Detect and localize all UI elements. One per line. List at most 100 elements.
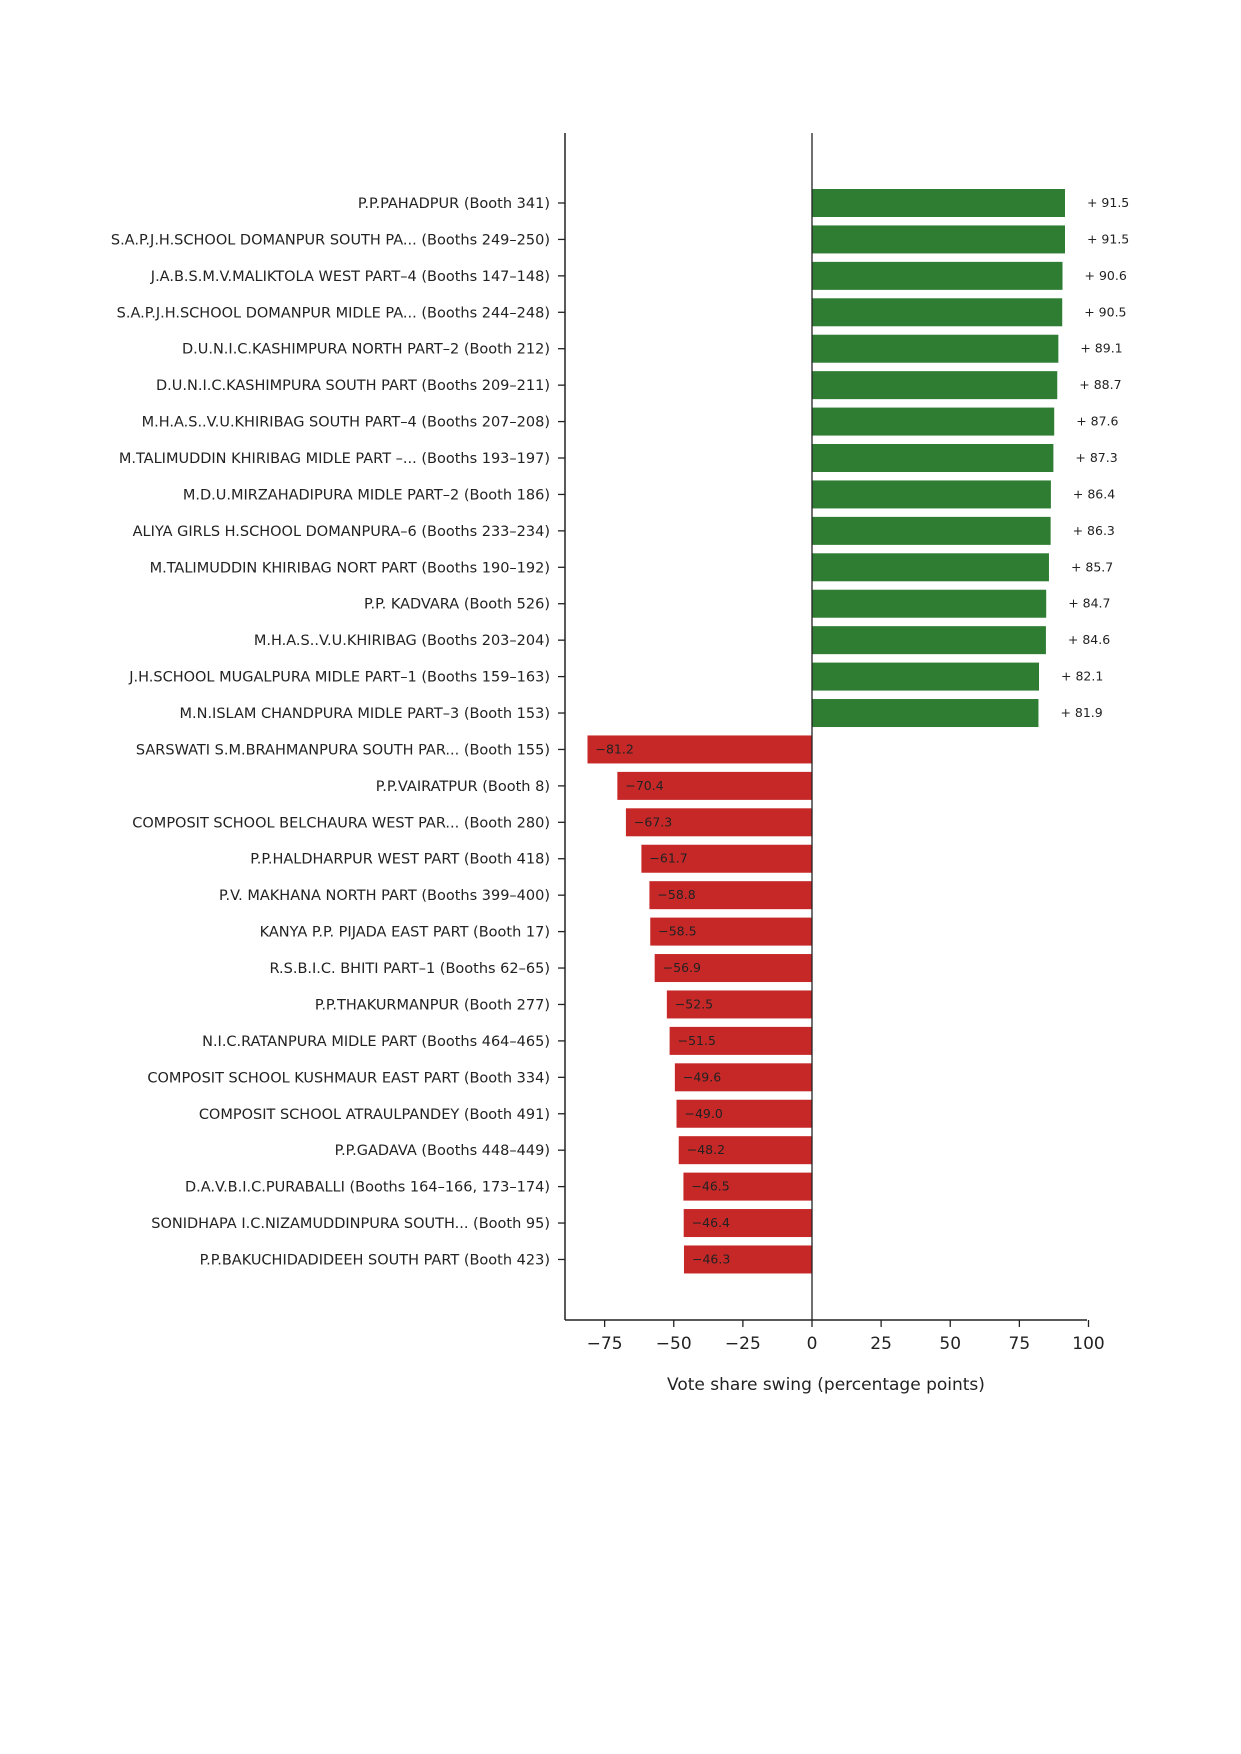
bar <box>812 589 1047 618</box>
bar <box>812 189 1065 217</box>
value-label: −48.2 <box>687 1142 725 1157</box>
category-label: ALIYA GIRLS H.SCHOOL DOMANPURA–6 (Booths… <box>133 524 550 540</box>
category-label: COMPOSIT SCHOOL ATRAULPANDEY (Booth 491) <box>199 1107 550 1123</box>
value-label: −61.7 <box>649 851 687 866</box>
x-tick-label: 75 <box>1009 1334 1031 1354</box>
category-label: S.A.P.J.H.SCHOOL DOMANPUR MIDLE PA... (B… <box>117 305 550 321</box>
bar <box>812 225 1065 254</box>
category-label: J.A.B.S.M.V.MALIKTOLA WEST PART–4 (Booth… <box>150 269 550 285</box>
x-tick-label: −25 <box>725 1334 761 1354</box>
category-label: J.H.SCHOOL MUGALPURA MIDLE PART–1 (Booth… <box>128 670 550 686</box>
bar <box>812 626 1046 655</box>
value-label: + 86.4 <box>1073 486 1115 501</box>
category-label: P.V. MAKHANA NORTH PART (Booths 399–400) <box>219 888 550 904</box>
category-labels-layer: P.P.PAHADPUR (Booth 341) S.A.P.J.H.SCHOOL… <box>111 196 565 1268</box>
bar <box>654 954 812 983</box>
category-label: SONIDHAPA I.C.NIZAMUDDINPURA SOUTH... (B… <box>151 1216 550 1232</box>
value-label: −70.4 <box>625 778 663 793</box>
x-tick-label: 50 <box>939 1334 961 1354</box>
value-label: −58.8 <box>657 887 695 902</box>
bar <box>812 662 1040 691</box>
category-label: P.P.GADAVA (Booths 448–449) <box>335 1143 550 1159</box>
value-label: + 89.1 <box>1080 341 1122 356</box>
category-label: P.P.HALDHARPUR WEST PART (Booth 418) <box>250 852 550 868</box>
x-ticks-layer: −75 −50 −25 0 25 50 75 100 <box>587 1320 1105 1354</box>
bar <box>812 407 1055 436</box>
value-label: −46.4 <box>692 1215 730 1230</box>
x-tick-label: 0 <box>807 1334 818 1354</box>
x-tick-label: 25 <box>870 1334 892 1354</box>
category-label: SARSWATI S.M.BRAHMANPURA SOUTH PAR... (B… <box>136 742 550 758</box>
category-label: M.TALIMUDDIN KHIRIBAG MIDLE PART –... (B… <box>119 451 550 467</box>
value-label: −49.0 <box>685 1106 723 1121</box>
bar <box>674 1063 812 1092</box>
value-labels-layer: + 91.5 + 91.5 + 90.6 + 90.5 + 89.1 + 88.7 + 87… <box>595 195 1129 1266</box>
category-label: M.TALIMUDDIN KHIRIBAG NORT PART (Booths … <box>150 560 550 576</box>
value-label: + 90.6 <box>1085 268 1127 283</box>
x-tick-label: −75 <box>587 1334 623 1354</box>
value-label: −46.3 <box>692 1251 730 1266</box>
bar <box>812 480 1051 509</box>
value-label: −58.5 <box>658 924 696 939</box>
category-label: M.N.ISLAM CHANDPURA MIDLE PART–3 (Booth … <box>179 706 550 722</box>
bar <box>625 808 812 837</box>
value-label: + 82.1 <box>1061 669 1103 684</box>
value-label: + 87.3 <box>1075 450 1117 465</box>
value-label: −56.9 <box>663 960 701 975</box>
category-label: D.U.N.I.C.KASHIMPURA SOUTH PART (Booths … <box>156 378 550 394</box>
category-label: M.D.U.MIRZAHADIPURA MIDLE PART–2 (Booth … <box>183 487 550 503</box>
bar <box>812 444 1054 473</box>
category-label: D.A.V.B.I.C.PURABALLI (Booths 164–166, 1… <box>185 1180 550 1196</box>
category-label: M.H.A.S..V.U.KHIRIBAG (Booths 203–204) <box>254 633 550 649</box>
value-label: + 84.7 <box>1068 596 1110 611</box>
bar <box>812 516 1051 545</box>
value-label: + 85.7 <box>1071 559 1113 574</box>
value-label: −51.5 <box>678 1033 716 1048</box>
bar <box>669 1026 812 1055</box>
value-label: −67.3 <box>634 814 672 829</box>
value-label: −52.5 <box>675 996 713 1011</box>
value-label: −49.6 <box>683 1069 721 1084</box>
category-label: KANYA P.P. PIJADA EAST PART (Booth 17) <box>260 925 550 941</box>
category-label: P.P. KADVARA (Booth 526) <box>364 597 550 613</box>
value-label: + 91.5 <box>1087 231 1129 246</box>
bar <box>666 990 812 1019</box>
value-label: −46.5 <box>691 1179 729 1194</box>
bar <box>678 1136 812 1165</box>
value-label: + 91.5 <box>1087 195 1129 210</box>
category-label: N.I.C.RATANPURA MIDLE PART (Booths 464–4… <box>202 1034 550 1050</box>
value-label: + 87.6 <box>1076 414 1118 429</box>
bar <box>676 1099 812 1128</box>
bar <box>641 844 812 873</box>
bar <box>683 1245 812 1274</box>
x-axis-label: Vote share swing (percentage points) <box>667 1375 985 1395</box>
bar <box>812 371 1058 400</box>
category-label: P.P.VAIRATPUR (Booth 8) <box>376 779 550 795</box>
bar <box>587 735 812 764</box>
category-label: P.P.PAHADPUR (Booth 341) <box>358 196 550 212</box>
category-label: P.P.BAKUCHIDADIDEEH SOUTH PART (Booth 42… <box>200 1252 550 1268</box>
bar <box>650 917 812 946</box>
bar <box>649 881 812 910</box>
value-label: −81.2 <box>595 741 633 756</box>
x-tick-label: 100 <box>1072 1334 1104 1354</box>
category-label: S.A.P.J.H.SCHOOL DOMANPUR SOUTH PA... (B… <box>111 232 550 248</box>
category-label: P.P.THAKURMANPUR (Booth 277) <box>315 997 550 1013</box>
value-label: + 88.7 <box>1079 377 1121 392</box>
category-label: R.S.B.I.C. BHITI PART–1 (Booths 62–65) <box>269 961 550 977</box>
value-label: + 86.3 <box>1073 523 1115 538</box>
bar <box>617 771 812 800</box>
bar <box>812 298 1063 327</box>
category-label: D.U.N.I.C.KASHIMPURA NORTH PART–2 (Booth… <box>182 342 550 358</box>
value-label: + 84.6 <box>1068 632 1110 647</box>
category-label: COMPOSIT SCHOOL KUSHMAUR EAST PART (Boot… <box>147 1070 550 1086</box>
bar <box>812 261 1063 290</box>
bar <box>812 553 1049 582</box>
value-label: + 90.5 <box>1084 304 1126 319</box>
x-tick-label: −50 <box>656 1334 692 1354</box>
value-label: + 81.9 <box>1060 705 1102 720</box>
bar <box>812 334 1059 363</box>
bars-layer <box>587 189 1065 1274</box>
category-label: M.H.A.S..V.U.KHIRIBAG SOUTH PART–4 (Boot… <box>142 415 550 431</box>
